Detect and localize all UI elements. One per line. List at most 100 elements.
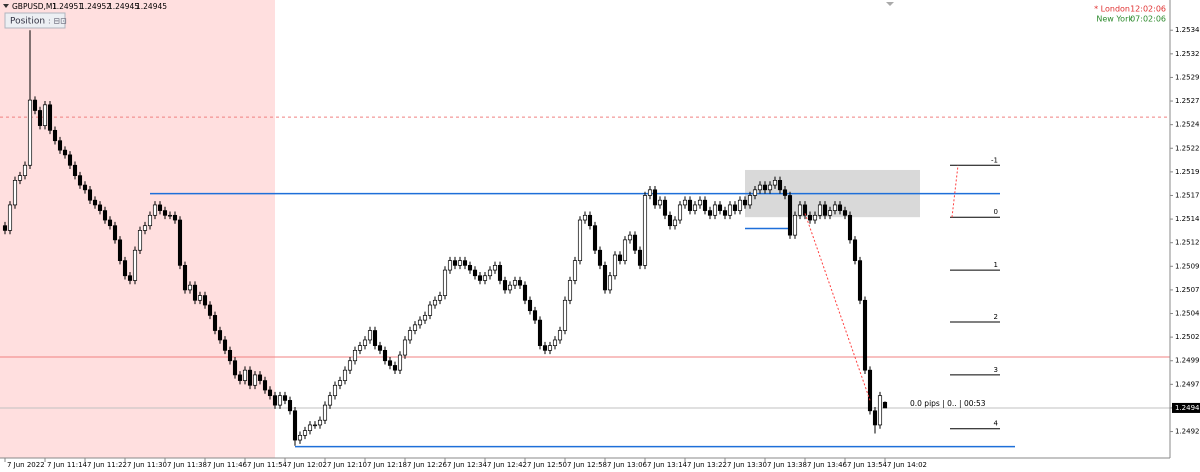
fibo-label: 3: [994, 366, 998, 374]
y-tick-label: 1.25145: [1175, 215, 1200, 223]
candle-body: [772, 180, 778, 186]
x-tick-label: 7 Jun 13:14: [647, 461, 688, 469]
candle-body: [572, 260, 578, 281]
candle-body: [277, 395, 283, 406]
candle-body: [497, 265, 503, 281]
candle-body: [252, 374, 258, 386]
candle-body: [267, 389, 273, 397]
candle-body: [122, 260, 128, 277]
candle-body: [327, 395, 333, 406]
candle-body: [452, 260, 458, 266]
candle-body: [547, 345, 553, 351]
candle-body: [47, 104, 53, 131]
candle-body: [792, 214, 798, 236]
candle-body: [462, 260, 468, 266]
x-tick-label: 7 Jun 13:54: [847, 461, 888, 469]
candle-body: [867, 369, 873, 412]
candle-body: [12, 180, 18, 206]
candle-body: [157, 204, 163, 211]
menu-icon[interactable]: [3, 4, 9, 8]
fibo-connector: [951, 165, 959, 218]
candle-body: [807, 214, 813, 221]
button-label[interactable]: Position: [10, 17, 45, 27]
candles: [2, 30, 888, 446]
candle-body: [687, 199, 693, 211]
candle-body: [422, 315, 428, 321]
candle-body: [37, 110, 43, 126]
candle-body: [192, 284, 198, 301]
candle-body: [457, 260, 463, 266]
candle-body: [612, 254, 618, 277]
candle-body: [492, 265, 498, 271]
candle-body: [787, 195, 793, 236]
candle-body: [712, 204, 718, 216]
x-tick-label: 7 Jun 13:30: [727, 461, 767, 469]
candle-body: [22, 164, 28, 176]
candle-body: [847, 214, 853, 241]
candle-body: [742, 199, 748, 206]
trendline: [804, 213, 871, 401]
candle-body: [577, 219, 583, 261]
candle-body: [677, 204, 683, 221]
candle-body: [627, 234, 633, 241]
candle-body: [82, 184, 88, 191]
candle-body: [87, 189, 93, 201]
y-tick-label: 1.25170: [1175, 191, 1200, 199]
candle-body: [27, 99, 33, 166]
y-tick-label: 1.25045: [1175, 310, 1200, 318]
candle-body: [512, 280, 518, 286]
x-tick-label: 7 Jun 12:50: [527, 461, 567, 469]
candle-body: [702, 199, 708, 211]
candle-body: [827, 210, 833, 216]
fibo-label: 0: [994, 208, 998, 216]
candle-body: [117, 239, 123, 261]
candle-body: [567, 280, 573, 301]
candle-body: [322, 404, 328, 421]
clock-time: 07:02:06: [1130, 15, 1166, 24]
candle-body: [507, 284, 513, 291]
candle-body: [447, 260, 453, 271]
candle-body: [817, 204, 823, 216]
candle-body: [97, 204, 103, 211]
candle-body: [127, 275, 133, 281]
candle-body: [672, 219, 678, 227]
candle-body: [802, 204, 808, 216]
candle-body: [167, 214, 173, 217]
ohlc-open: 1.24951: [52, 2, 83, 11]
fibo-label: 2: [994, 313, 998, 321]
candle-body: [42, 104, 48, 126]
position-button[interactable]: Position : ⊟⊡: [4, 12, 67, 29]
clock-city: * London: [1094, 5, 1130, 14]
x-tick-label: 7 Jun 12:58: [567, 461, 607, 469]
candle-body: [132, 249, 138, 281]
candle-body: [482, 275, 488, 281]
button-frame[interactable]: [4, 12, 66, 29]
candle-body: [647, 189, 653, 196]
candle-body: [402, 339, 408, 356]
y-tick-label: 1.24970: [1175, 380, 1200, 388]
session-zone: [0, 0, 275, 458]
candle-body: [602, 265, 608, 291]
candle-body: [582, 214, 588, 221]
y-tick-label: 1.25320: [1175, 50, 1200, 58]
candle-body: [717, 204, 723, 211]
candle-body: [67, 154, 73, 166]
candle-body: [77, 175, 83, 186]
candle-body: [57, 140, 63, 151]
candle-body: [182, 265, 188, 291]
candle-body: [617, 254, 623, 261]
candle-body: [17, 175, 23, 181]
candle-body: [532, 310, 538, 321]
candle-body: [797, 204, 803, 216]
overlays: -1 0 1 2 3 4 0.0 pips | 0.. | 00:53: [804, 156, 1000, 430]
candle-body: [587, 214, 593, 227]
levels: [0, 116, 1170, 448]
candle-body: [7, 204, 13, 231]
candle-body: [372, 330, 378, 346]
button-icons[interactable]: : ⊟⊡: [48, 17, 67, 26]
candle-body: [362, 339, 368, 346]
candle-body: [732, 204, 738, 211]
candle-body: [727, 204, 733, 216]
fibo-label: 1: [994, 261, 998, 269]
